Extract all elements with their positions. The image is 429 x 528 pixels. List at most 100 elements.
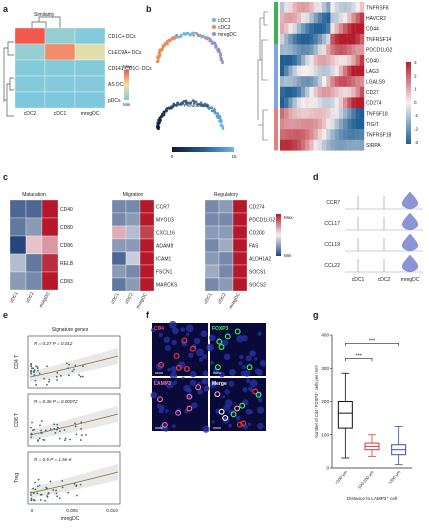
block-cell	[205, 200, 219, 213]
gene-label: CD27	[366, 90, 379, 96]
pseudotime-colorbar	[172, 147, 234, 152]
block-cell	[42, 254, 58, 272]
scatter-point	[32, 367, 34, 369]
expression-cell	[322, 34, 326, 45]
block-cell	[112, 265, 126, 278]
trajectory-cell	[199, 34, 202, 37]
nucleus	[206, 344, 214, 352]
scatter-point	[31, 422, 33, 424]
block-cell	[140, 239, 154, 252]
expression-cell	[347, 44, 351, 55]
trajectory-cell	[166, 43, 169, 46]
block-cell	[126, 226, 140, 239]
block-cell	[233, 213, 247, 226]
nucleus	[164, 336, 170, 342]
expression-cell	[309, 23, 313, 34]
nucleus	[202, 426, 209, 433]
scatter-point	[66, 362, 68, 364]
block-cell	[205, 239, 219, 252]
expression-cell	[326, 44, 330, 55]
block-col-label: cDC1	[203, 292, 213, 305]
expression-cell	[284, 108, 288, 119]
block-gene-label: ICAM1	[156, 257, 172, 263]
expression-cell	[305, 23, 309, 34]
expression-cell	[318, 129, 322, 140]
box-0	[338, 402, 352, 429]
y-tick-label: 0	[326, 466, 329, 471]
expression-cell	[314, 44, 318, 55]
scatter-point	[45, 429, 47, 431]
nucleus	[242, 365, 246, 369]
panel-label-b: b	[146, 4, 152, 14]
scatter-point	[82, 376, 84, 378]
expression-cell	[330, 87, 334, 98]
pseudotime-cell	[214, 112, 217, 115]
scatter-point	[74, 422, 76, 424]
nucleus	[172, 340, 177, 345]
block-cell	[140, 252, 154, 265]
scatter-point	[74, 483, 76, 485]
scatter-point	[80, 484, 82, 486]
expression-cell	[360, 119, 364, 130]
block-title: Maturation	[22, 192, 46, 198]
expression-cell	[297, 97, 301, 108]
nucleus	[239, 355, 243, 359]
expression-cell	[322, 129, 326, 140]
panel-label-c: c	[3, 172, 8, 182]
scatter-point	[50, 428, 52, 430]
expression-cell	[297, 55, 301, 66]
expression-cell	[330, 34, 334, 45]
expression-cell	[288, 87, 292, 98]
expression-cell	[356, 119, 360, 130]
gene-label: PDCD1LG2	[366, 48, 393, 54]
dendrogram-left	[4, 42, 14, 116]
scatter-point	[43, 378, 45, 380]
scatter-stat: R = 0.5 P = 1.5e-6	[34, 457, 72, 462]
pseudotime-cell	[219, 117, 222, 120]
block-gene-label: SOCS2	[249, 283, 266, 289]
nucleus	[238, 361, 242, 365]
violin-mregdc	[402, 234, 418, 251]
scatter-point	[73, 369, 75, 371]
pseudotime-cell	[220, 121, 223, 124]
expression-cell	[305, 129, 309, 140]
expression-cell	[343, 108, 347, 119]
block-gene-label: CD80	[60, 225, 73, 231]
expression-cell	[309, 34, 313, 45]
block-cell	[219, 252, 233, 265]
nucleus	[248, 423, 252, 427]
expression-cell	[301, 140, 305, 151]
block-cell	[42, 236, 58, 254]
violin-gene-label: CCR7	[326, 200, 340, 206]
gene-label: TNFRSF18	[366, 133, 392, 139]
expression-cell	[318, 23, 322, 34]
scatter-point	[33, 374, 35, 376]
expression-cell	[356, 76, 360, 87]
y-tick-label: 100	[321, 432, 329, 437]
scatter-point	[54, 432, 56, 434]
nucleus	[159, 333, 163, 337]
expression-cell	[314, 87, 318, 98]
nucleus	[262, 363, 266, 367]
expression-cell	[305, 76, 309, 87]
expression-cell	[330, 129, 334, 140]
expression-cell	[309, 76, 313, 87]
block-gene-label: RELB	[60, 261, 74, 267]
expression-cell	[360, 34, 364, 45]
expression-cell	[280, 87, 284, 98]
panel-label-e: e	[3, 310, 8, 320]
nucleus	[172, 327, 179, 334]
expression-cell	[347, 23, 351, 34]
similarity-cell	[45, 76, 75, 92]
block-col-label: cDC2	[217, 292, 227, 305]
nucleus	[186, 388, 190, 392]
similarity-cell	[75, 44, 105, 60]
scatter-point	[75, 485, 77, 487]
block-cell	[219, 200, 233, 213]
pseudotime-tick: 0	[171, 154, 174, 159]
panel-d-violins: CCR7CCL17CCL19CCL22cDC1 cDC2 mregDC	[324, 192, 423, 283]
expression-cell	[326, 119, 330, 130]
similarity-title: Similarity	[34, 12, 55, 18]
block-col-label: mregDC	[38, 290, 51, 308]
nucleus	[212, 420, 215, 423]
